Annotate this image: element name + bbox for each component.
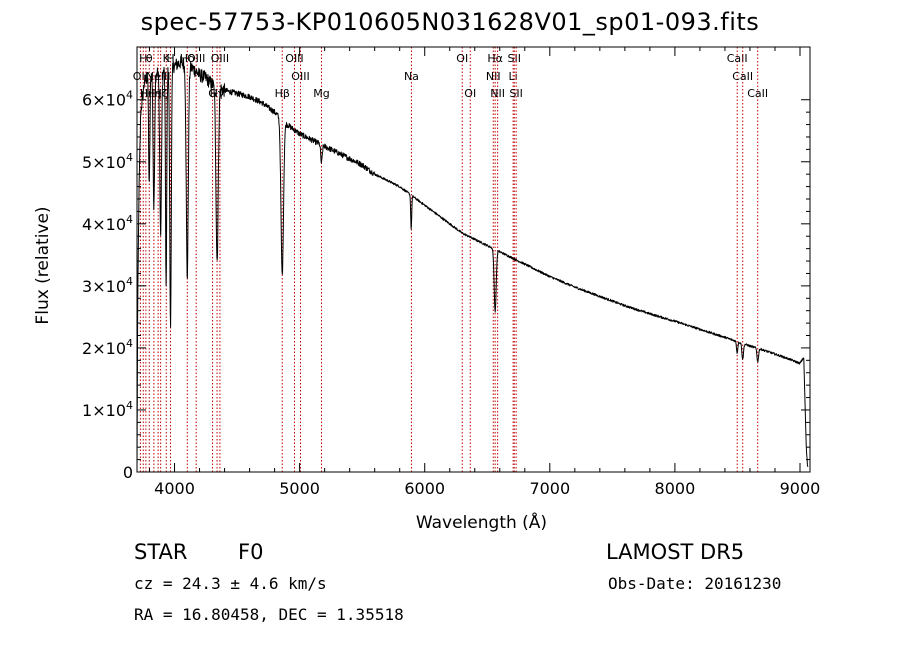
x-tick-label: 7000 <box>529 479 570 498</box>
line-marker-label: OI <box>464 87 476 100</box>
sky-coordinates: RA = 16.80458, DEC = 1.35518 <box>134 605 404 624</box>
x-tick-label: 8000 <box>655 479 696 498</box>
plot-frame <box>136 46 811 473</box>
line-marker-label: SII <box>509 87 522 100</box>
line-marker-label: Hβ <box>275 87 290 100</box>
chart-title: spec-57753-KP010605N031628V01_sp01-093.f… <box>140 8 760 36</box>
line-marker-label: NII <box>486 70 501 83</box>
line-marker-label: CaII <box>727 52 748 65</box>
line-marker-label: OIII <box>291 70 309 83</box>
line-marker-label: OIII <box>285 52 303 65</box>
line-marker-label: H <box>166 52 174 65</box>
line-marker-label: SII <box>508 52 521 65</box>
y-tick-label: 0 <box>123 463 133 482</box>
line-marker-label: G <box>208 87 217 100</box>
line-marker-label: CaII <box>732 70 753 83</box>
redshift-velocity: cz = 24.3 ± 4.6 km/s <box>134 574 327 593</box>
line-marker-label: OIII <box>187 52 205 65</box>
line-marker-label: CaII <box>747 87 768 100</box>
x-axis-label: Wavelength (Å) <box>416 511 547 533</box>
line-marker-label: Mg <box>313 87 329 100</box>
survey-name: LAMOST DR5 <box>606 540 745 564</box>
line-marker-label: OI <box>456 52 468 65</box>
spectral-subclass: F0 <box>238 540 264 564</box>
y-tick-label: 4×104 <box>82 213 133 234</box>
line-marker-label: Li <box>509 70 518 83</box>
line-marker-label: K <box>163 52 171 65</box>
x-tick-label: 6000 <box>404 479 445 498</box>
x-tick-label: 5000 <box>279 479 320 498</box>
x-tick-label: 4000 <box>154 479 195 498</box>
observation-date: Obs-Date: 20161230 <box>608 574 782 593</box>
line-marker-label: Hζ <box>154 87 168 100</box>
line-marker-label: Na <box>404 70 419 83</box>
spectrum-line <box>136 55 809 470</box>
line-marker-label: H <box>139 52 147 65</box>
line-marker-label: θ <box>146 52 153 65</box>
line-marker-label: OIII <box>211 52 229 65</box>
line-marker-label: Hα <box>487 52 503 65</box>
x-tick-label: 9000 <box>780 479 821 498</box>
y-tick-label: 1×104 <box>82 399 133 420</box>
line-marker-label: NII <box>490 87 505 100</box>
y-tick-label: 2×104 <box>82 337 133 358</box>
y-axis-label: Flux (relative) <box>33 206 53 324</box>
y-tick-label: 3×104 <box>82 275 133 296</box>
object-class: STAR <box>134 540 188 564</box>
y-tick-label: 5×104 <box>82 151 133 172</box>
y-tick-label: 6×104 <box>82 89 133 110</box>
